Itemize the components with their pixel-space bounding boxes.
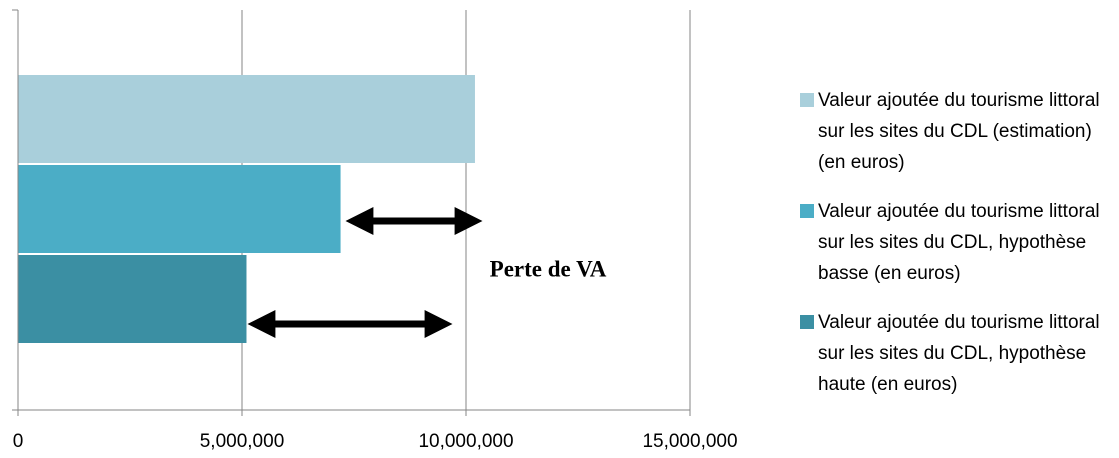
legend-item: Valeur ajoutée du tourisme littoral sur … bbox=[800, 307, 1118, 400]
bar bbox=[18, 165, 341, 253]
x-tick-label: 5,000,000 bbox=[200, 431, 285, 452]
bar bbox=[18, 255, 247, 343]
plot-area: 0 5,000,000 10,000,000 15,000,000 bbox=[12, 9, 738, 452]
legend-label: Valeur ajoutée du tourisme littoral sur … bbox=[818, 201, 1100, 284]
x-tick-label: 15,000,000 bbox=[642, 431, 737, 452]
legend-swatch bbox=[800, 315, 814, 329]
bar bbox=[18, 75, 475, 163]
x-tick-label: 0 bbox=[13, 431, 24, 452]
legend-swatch bbox=[800, 93, 814, 107]
legend-label: Valeur ajoutée du tourisme littoral sur … bbox=[818, 90, 1100, 173]
annotation: Perte de VA bbox=[490, 256, 607, 281]
legend-label: Valeur ajoutée du tourisme littoral sur … bbox=[818, 312, 1100, 395]
legend-swatch bbox=[800, 204, 814, 218]
legend-item: Valeur ajoutée du tourisme littoral sur … bbox=[800, 85, 1118, 178]
x-tick-label: 10,000,000 bbox=[418, 431, 513, 452]
chart: 0 5,000,000 10,000,000 15,000,000 Perte de … bbox=[12, 9, 738, 452]
legend-item: Valeur ajoutée du tourisme littoral sur … bbox=[800, 196, 1118, 289]
